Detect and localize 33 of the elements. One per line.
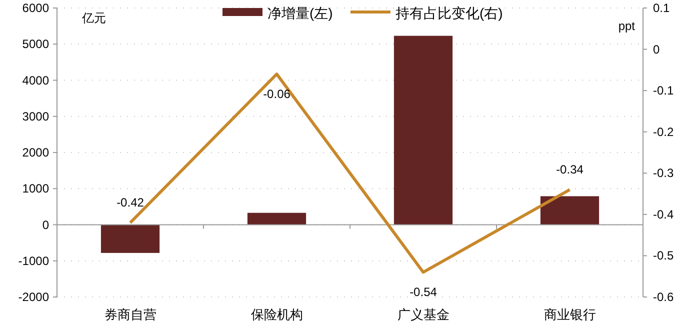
y-tick-label: 2000: [22, 146, 50, 160]
data-label: -0.34: [556, 162, 584, 177]
legend-label: 持有占比变化(右): [396, 5, 503, 21]
y2-tick-label: -0.6: [653, 290, 674, 304]
y2-tick-label: 0.1: [653, 1, 670, 15]
y2-tick-label: -0.4: [653, 207, 674, 222]
x-tick-label: 保险机构: [250, 307, 303, 322]
y-tick-label: -2000: [18, 290, 50, 304]
y-axis-title: 亿元: [81, 11, 106, 25]
y2-axis-title: ppt: [618, 19, 636, 33]
y2-tick-label: -0.5: [653, 248, 674, 263]
x-tick-label: 广义基金: [397, 307, 450, 322]
x-tick-label: 商业银行: [544, 307, 596, 322]
y-tick-label: 3000: [22, 109, 50, 124]
bar: [247, 212, 306, 225]
data-label: -0.06: [263, 87, 291, 102]
bar: [540, 196, 600, 225]
y2-tick-label: -0.3: [653, 166, 674, 180]
data-label: -0.54: [410, 285, 438, 300]
bar: [100, 224, 160, 253]
legend-label: 净增量(左): [268, 5, 333, 21]
y-tick-label: 6000: [22, 1, 50, 15]
y-tick-label: 4000: [22, 73, 50, 88]
y-tick-label: -1000: [18, 254, 50, 268]
y2-tick-label: -0.1: [653, 84, 674, 98]
y2-tick-label: -0.2: [653, 124, 674, 139]
y-tick-label: 5000: [22, 37, 50, 52]
y-tick-label: 1000: [22, 182, 50, 196]
bar: [394, 36, 453, 225]
y2-tick-label: 0: [653, 42, 660, 56]
x-tick-label: 券商自营: [104, 307, 156, 322]
y-tick-label: 0: [42, 218, 50, 232]
data-label: -0.42: [116, 196, 144, 210]
